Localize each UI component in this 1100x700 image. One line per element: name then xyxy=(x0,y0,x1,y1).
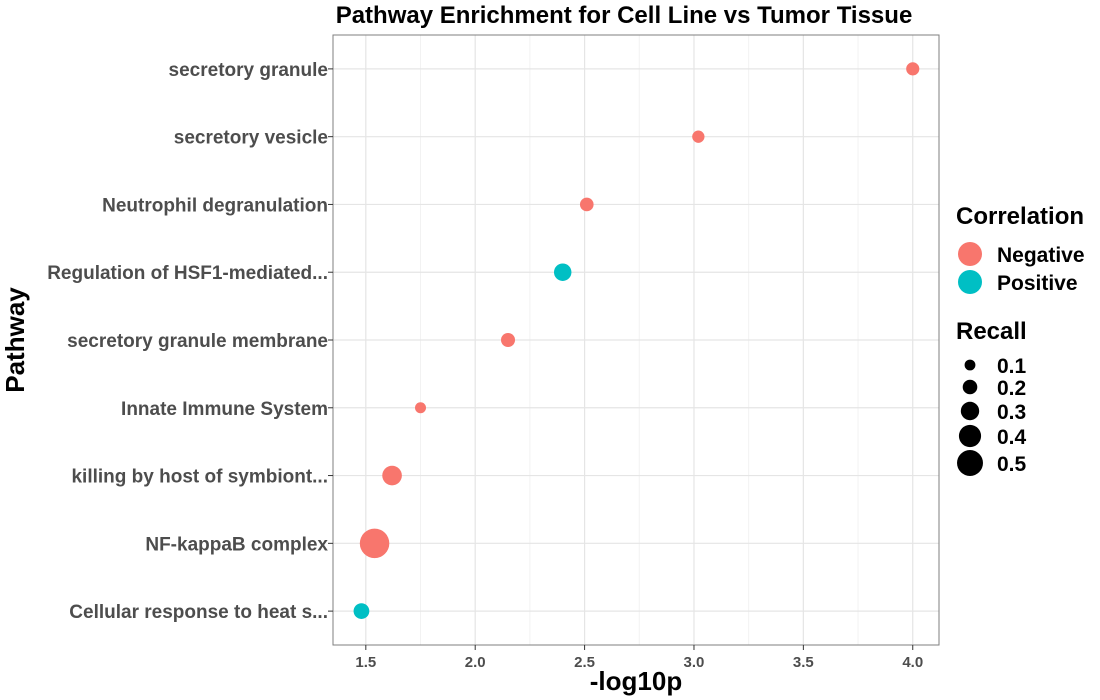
x-tick-label: 3.0 xyxy=(684,654,705,671)
data-point xyxy=(353,603,370,619)
data-point xyxy=(553,263,572,281)
y-tick-label: killing by host of symbiont... xyxy=(71,467,328,488)
data-point xyxy=(501,332,516,348)
x-tick-label: 1.5 xyxy=(355,654,376,671)
legend-positive-label: Positive xyxy=(997,272,1078,295)
y-tick-label: Cellular response to heat s... xyxy=(69,602,328,623)
data-point xyxy=(382,465,402,486)
legend-recall-swatch xyxy=(964,359,976,371)
legend-recall-label: 0.1 xyxy=(997,355,1027,378)
legend-recall-swatch xyxy=(958,424,982,448)
legend-recall-swatch xyxy=(957,450,983,476)
y-tick-label: Innate Immune System xyxy=(121,399,328,420)
chart-title: Pathway Enrichment for Cell Line vs Tumo… xyxy=(336,2,913,29)
legend-recall-title: Recall xyxy=(956,318,1027,345)
legend-positive-swatch xyxy=(958,270,982,294)
x-tick-label: 2.0 xyxy=(465,654,486,671)
data-point xyxy=(359,528,390,559)
data-point xyxy=(579,197,594,212)
data-point xyxy=(692,130,705,143)
x-tick-label: 2.5 xyxy=(574,654,595,671)
y-tick-label: secretory vesicle xyxy=(174,128,328,149)
y-tick-label: secretory granule membrane xyxy=(67,331,328,352)
y-tick-label: NF-kappaB complex xyxy=(145,534,328,555)
x-axis-ticks: 1.5 2.0 2.5 3.0 3.5 4.0 xyxy=(355,645,923,671)
x-tick-label: 3.5 xyxy=(793,654,814,671)
y-axis-title: Pathway xyxy=(0,287,30,393)
legend-recall-label: 0.2 xyxy=(997,377,1026,400)
legend-correlation-entries: Negative Positive xyxy=(958,242,1085,295)
legend-recall-label: 0.5 xyxy=(997,453,1027,476)
x-tick-label: 4.0 xyxy=(902,654,923,671)
data-point xyxy=(415,402,427,414)
data-points xyxy=(353,62,920,619)
y-axis-ticks: secretory granule secretory vesicle Neutro… xyxy=(47,60,333,623)
legend-recall-label: 0.3 xyxy=(997,401,1026,424)
y-tick-label: secretory granule xyxy=(169,60,328,81)
x-axis-title: -log10p xyxy=(590,666,682,696)
y-tick-label: Regulation of HSF1-mediated... xyxy=(47,263,328,284)
legend-negative-label: Negative xyxy=(997,244,1085,267)
legend-correlation-title: Correlation xyxy=(956,203,1084,230)
y-tick-label: Neutrophil degranulation xyxy=(102,195,328,216)
legend-negative-swatch xyxy=(958,242,982,266)
legend-recall-swatch xyxy=(960,401,980,421)
plot-panel xyxy=(332,34,940,646)
legend-recall-swatch xyxy=(962,379,978,395)
data-point xyxy=(906,62,920,76)
legend-recall-entries: 0.10.20.30.4 0.5 xyxy=(957,355,1027,476)
legend-recall-label: 0.4 xyxy=(997,426,1027,449)
